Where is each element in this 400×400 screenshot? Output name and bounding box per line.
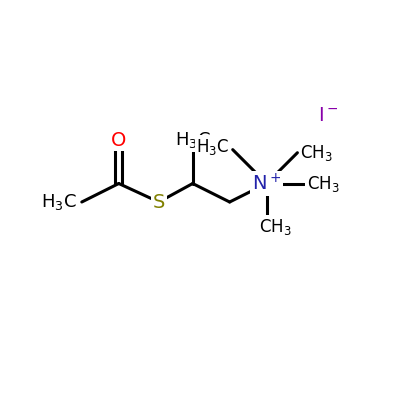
Text: O: O	[111, 131, 126, 150]
Text: S: S	[153, 192, 165, 212]
Text: H$_3$C: H$_3$C	[175, 130, 210, 150]
Text: H$_3$C: H$_3$C	[41, 192, 77, 212]
Text: CH$_3$: CH$_3$	[307, 174, 340, 194]
Text: CH$_3$: CH$_3$	[260, 217, 292, 237]
Text: CH$_3$: CH$_3$	[300, 143, 333, 163]
Text: H$_3$C: H$_3$C	[196, 136, 230, 156]
Text: I$^-$: I$^-$	[318, 106, 338, 125]
Text: N$^+$: N$^+$	[252, 173, 281, 194]
